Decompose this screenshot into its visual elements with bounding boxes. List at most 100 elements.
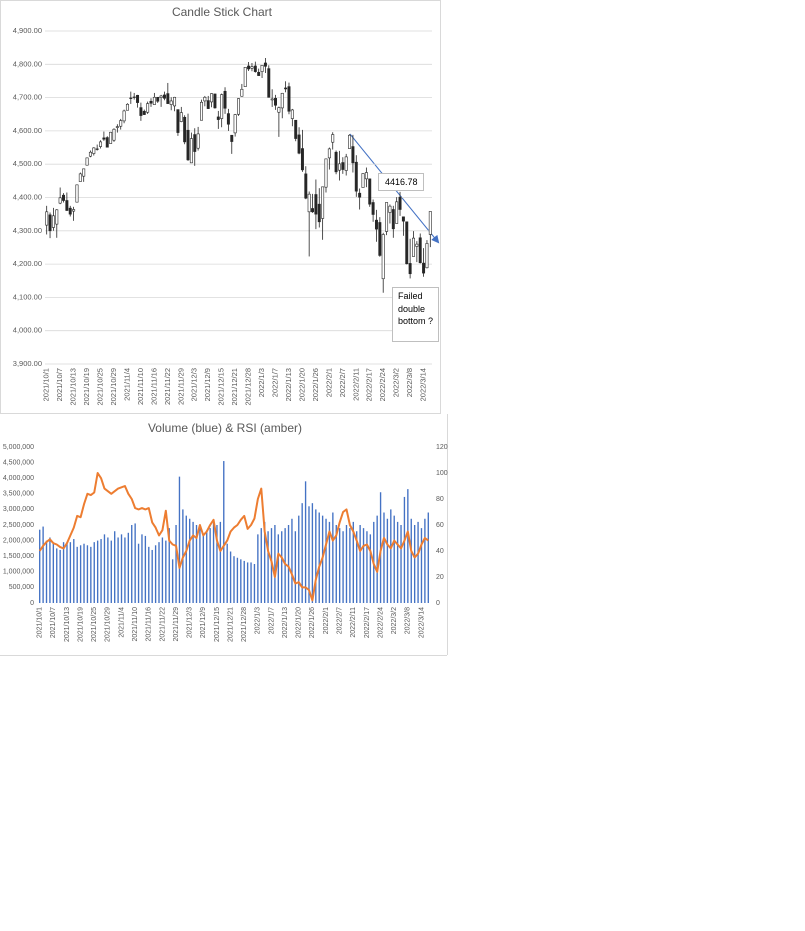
x-tick-label: 2021/12/21: [227, 607, 234, 642]
x-tick-label: 2021/10/1: [42, 368, 51, 401]
candle-body: [136, 94, 140, 103]
candle-body: [105, 137, 109, 148]
y-tick-label: 1,500,000: [3, 553, 34, 560]
candle-body: [287, 86, 291, 112]
volume-bar: [127, 532, 130, 603]
x-tick-label: 2021/11/29: [176, 368, 185, 405]
volume-bar: [369, 534, 372, 603]
candle-body: [216, 116, 220, 120]
volume-bar: [287, 525, 290, 603]
volume-bar: [175, 525, 177, 603]
x-tick-label: 2021/11/4: [122, 368, 131, 401]
volume-bar: [114, 531, 116, 603]
annotation: 4416.78: [378, 173, 424, 191]
y-tick-label: 4,700.00: [13, 93, 42, 102]
candle-body: [176, 109, 180, 133]
candle-body: [129, 97, 133, 99]
x-tick-label: 2022/1/13: [284, 368, 293, 401]
candle-body: [132, 96, 136, 98]
candle-body: [378, 222, 382, 256]
candle-body: [166, 93, 170, 104]
candle-body: [193, 134, 197, 152]
volume-bar: [144, 535, 147, 603]
y-tick-label: 4,500,000: [3, 459, 34, 466]
candle-body: [250, 66, 254, 69]
candle-body: [425, 243, 429, 269]
candle-body: [398, 196, 402, 210]
volume-bar: [359, 525, 361, 603]
volume-bar: [223, 461, 225, 603]
candle-body: [381, 234, 385, 280]
candle-body: [274, 97, 277, 106]
y-tick-label: 1,000,000: [3, 569, 34, 576]
candle-body: [230, 134, 234, 142]
candle-body: [115, 126, 119, 128]
candle-body: [200, 101, 203, 121]
x-tick-label: 2021/11/29: [173, 607, 180, 642]
volume-bar: [199, 528, 201, 603]
x-tick-label: 2022/1/26: [311, 368, 320, 401]
candle-body: [351, 146, 355, 164]
x-tick-label: 2022/2/17: [364, 607, 371, 638]
rsi-line: [38, 472, 429, 602]
candle-body: [51, 215, 55, 228]
candle-body: [284, 87, 288, 90]
x-tick-label: 2022/2/7: [337, 607, 344, 634]
candle-body: [331, 134, 335, 143]
x-tick-label: 2022/1/3: [255, 607, 262, 634]
volume-bar: [366, 531, 368, 603]
volume-bar: [267, 531, 269, 603]
x-tick-label: 2021/12/3: [190, 368, 199, 401]
candle-body: [405, 221, 409, 265]
candle-body: [314, 194, 318, 215]
candle-body: [317, 203, 321, 223]
volume-bar: [393, 515, 395, 603]
x-tick-label: 2022/1/26: [309, 607, 316, 638]
y2-tick-label: 40: [436, 548, 444, 555]
candle-body: [263, 62, 267, 67]
candle-body: [102, 137, 106, 140]
y2-tick-label: 60: [436, 522, 444, 529]
candle-body: [189, 138, 193, 164]
volume-bar: [107, 537, 109, 603]
volume-bar: [209, 528, 211, 603]
candle-body: [139, 107, 143, 116]
volume-bar: [206, 531, 208, 603]
x-tick-label: 2022/3/2: [392, 368, 401, 397]
candle-body: [78, 173, 82, 182]
x-tick-label: 2021/12/15: [214, 607, 221, 642]
candle-body: [321, 186, 325, 219]
volume-bar: [311, 503, 314, 603]
volume-bar: [294, 531, 297, 603]
volume-bar: [45, 540, 48, 603]
volume-bar: [281, 531, 283, 603]
volume-bar: [301, 503, 303, 603]
volume-bar: [52, 543, 55, 603]
candle-body: [371, 202, 375, 215]
x-tick-label: 2021/10/25: [91, 607, 98, 642]
candle-body: [260, 64, 264, 72]
candle-body: [169, 100, 173, 105]
annotation: Failed double bottom ?: [392, 287, 439, 342]
volume-bar: [93, 542, 95, 603]
volume-bar: [413, 525, 416, 603]
candle-body: [300, 148, 304, 171]
volume-bar: [66, 543, 68, 603]
volume-bar: [49, 537, 51, 603]
volume-bar: [161, 537, 164, 603]
candle-body: [122, 110, 126, 122]
volume-bar: [117, 537, 119, 603]
x-tick-label: 2022/1/7: [268, 607, 275, 634]
volume-bar: [263, 521, 266, 603]
volume-bar: [134, 523, 136, 603]
volume-bar: [338, 528, 341, 603]
candle-body: [226, 113, 230, 125]
candle-body: [304, 173, 308, 199]
y-tick-label: 4,000.00: [13, 326, 42, 335]
candle-body: [142, 110, 146, 115]
volume-bar: [212, 521, 215, 603]
candle-body: [267, 68, 271, 98]
volume-bar: [345, 525, 348, 603]
volume-bar: [277, 534, 279, 603]
volume-bar: [362, 528, 365, 603]
